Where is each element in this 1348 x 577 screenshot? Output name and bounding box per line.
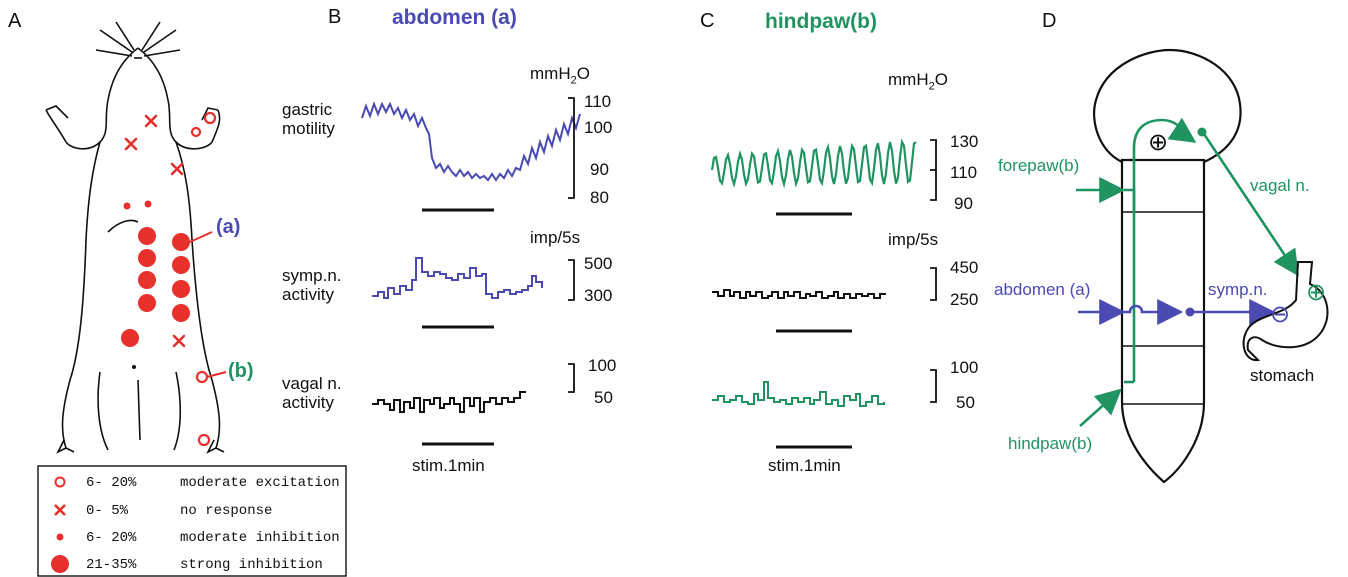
legend-range-4: 21-35%	[86, 557, 137, 573]
panel-b-row1-label: gastric motility	[282, 100, 335, 138]
legend-desc-4: strong inhibition	[180, 557, 323, 573]
legend-range-2: 0- 5%	[86, 503, 129, 519]
panel-letter-d: D	[1042, 10, 1057, 32]
panel-letter-b: B	[328, 6, 342, 28]
panel-c-tick-90: 90	[954, 194, 973, 213]
panel-letter-a: A	[8, 10, 22, 32]
label-b-hindpaw: (b)	[228, 360, 254, 382]
legend-desc-1: moderate excitation	[180, 475, 340, 491]
brain-plus-sign: ⊕	[1148, 129, 1169, 156]
panel-b-tick-90: 90	[590, 160, 609, 179]
panel-b-tick-100: 100	[584, 118, 613, 137]
panel-c-tick-110: 110	[950, 163, 978, 182]
legend-desc-3: moderate inhibition	[180, 530, 340, 546]
panel-b-unit-rate: imp/5s	[530, 228, 581, 247]
stomach-minus-sign: ⊖	[1270, 301, 1291, 328]
panel-b-title: abdomen (a)	[392, 6, 517, 29]
panel-b-unit-pressure: mmH2O	[530, 64, 590, 87]
panel-c-tick-450: 450	[950, 258, 979, 277]
legend-desc-2: no response	[180, 503, 273, 519]
label-abdomen: abdomen (a)	[994, 280, 1091, 299]
legend-range-1: 6- 20%	[86, 475, 137, 491]
label-stomach: stomach	[1250, 366, 1315, 385]
label-vagal: vagal n.	[1250, 176, 1310, 195]
stomach-plus-sign: ⊕	[1306, 279, 1327, 306]
panel-b-tick-80: 80	[590, 188, 609, 207]
panel-b-tick-300: 300	[584, 286, 613, 305]
label-a-abdomen: (a)	[216, 216, 241, 238]
panel-b-tick-110: 110	[584, 92, 612, 111]
legend-range-3: 6- 20%	[86, 530, 137, 546]
panel-c-tick-50: 50	[956, 393, 975, 412]
panel-c-title: hindpaw(b)	[765, 10, 877, 33]
label-symp: symp.n.	[1208, 280, 1268, 299]
panel-b-row3-label: vagal n. activity	[282, 374, 342, 412]
panel-b-stim-label: stim.1min	[412, 456, 485, 475]
label-forepaw: forepaw(b)	[998, 156, 1080, 175]
panel-c-unit-pressure: mmH2O	[888, 70, 948, 93]
panel-b-tick-100v: 100	[588, 356, 617, 375]
panel-c-tick-100: 100	[950, 358, 979, 377]
panel-letter-c: C	[700, 10, 715, 32]
panel-b-tick-500: 500	[584, 254, 613, 273]
panel-b-row2-label: symp.n. activity	[282, 266, 342, 304]
panel-c-unit-rate: imp/5s	[888, 230, 939, 249]
label-hindpaw: hindpaw(b)	[1008, 434, 1093, 453]
panel-c-stim-label: stim.1min	[768, 456, 841, 475]
panel-c-tick-250: 250	[950, 290, 979, 309]
panel-b-tick-50v: 50	[594, 388, 613, 407]
panel-c-tick-130: 130	[950, 132, 979, 151]
